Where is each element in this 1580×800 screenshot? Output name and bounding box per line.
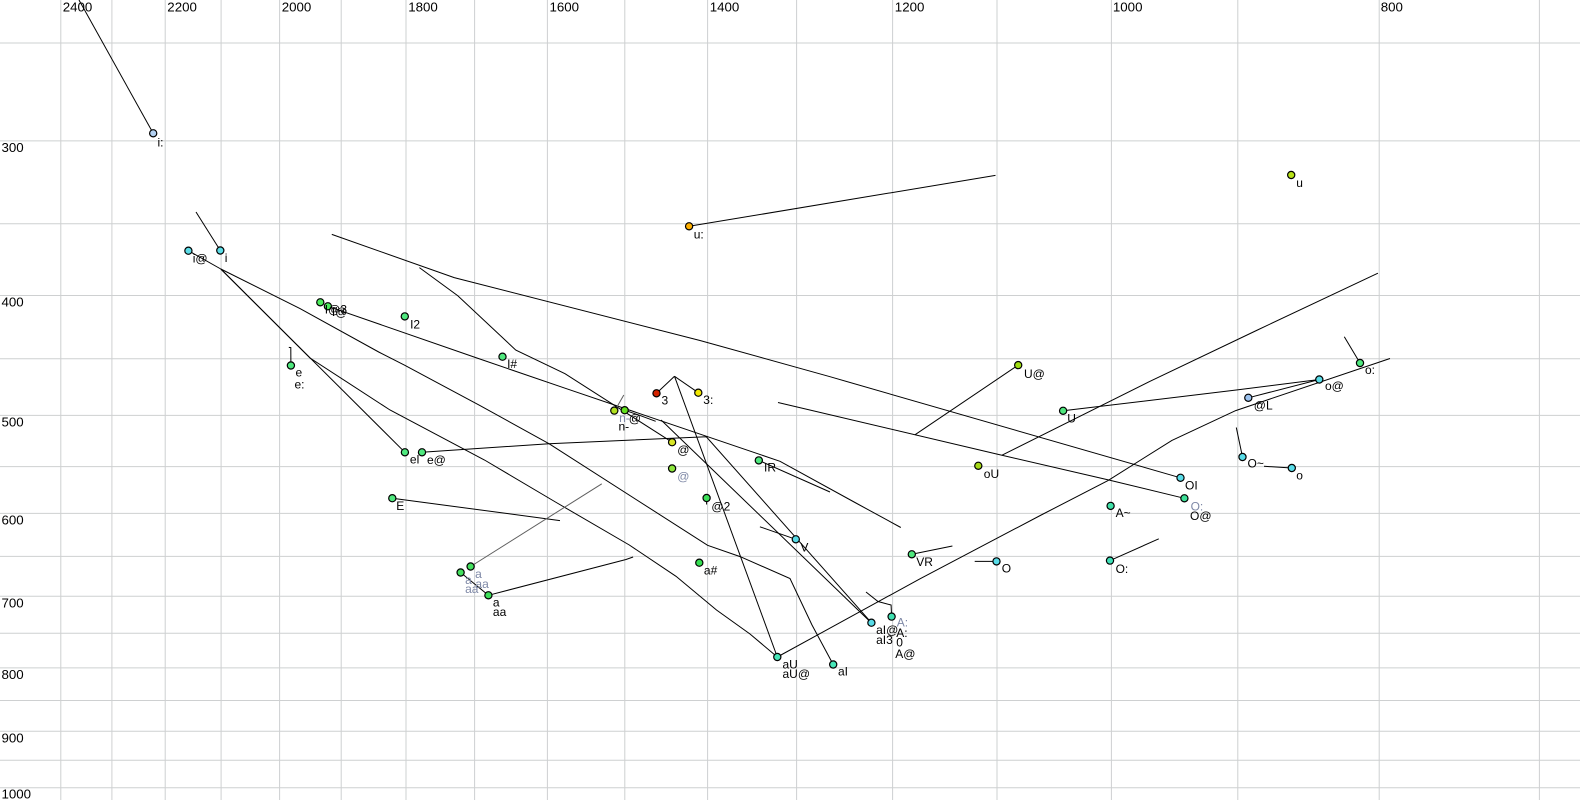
svg-text:O:: O: [1116, 562, 1129, 576]
svg-text:e@: e@ [427, 453, 446, 467]
svg-text:O@: O@ [1190, 509, 1212, 523]
svg-text:o:: o: [1365, 363, 1375, 377]
svg-text:@: @ [677, 469, 689, 483]
svg-text:n-: n- [619, 419, 630, 433]
svg-text:el: el [410, 453, 419, 467]
svg-text:u: u [1296, 176, 1303, 190]
svg-text:500: 500 [2, 415, 24, 430]
svg-text:0: 0 [896, 635, 903, 649]
svg-text:o@: o@ [1325, 379, 1344, 393]
svg-text:800: 800 [2, 667, 24, 682]
svg-text:700: 700 [2, 595, 24, 610]
svg-text:U: U [1067, 412, 1076, 426]
svg-text:OI: OI [1185, 478, 1198, 492]
svg-text:2400: 2400 [63, 0, 93, 15]
svg-text:U@: U@ [1024, 367, 1045, 381]
svg-text:1800: 1800 [408, 0, 438, 15]
svg-text:a#: a# [704, 564, 718, 578]
svg-text:O: O [1002, 561, 1011, 575]
svg-text:1000: 1000 [1113, 0, 1143, 15]
svg-text:O:: O: [1191, 500, 1204, 514]
svg-text:e: e [296, 366, 303, 380]
svg-text:V: V [800, 540, 808, 554]
svg-text:1400: 1400 [710, 0, 740, 15]
svg-text:e:: e: [295, 378, 305, 392]
svg-text:i@: i@ [193, 251, 208, 265]
svg-text:E: E [396, 499, 404, 513]
svg-text:oU: oU [984, 467, 999, 481]
svg-text:2200: 2200 [167, 0, 197, 15]
svg-text:900: 900 [2, 730, 24, 745]
svg-text:IR: IR [764, 460, 776, 474]
svg-text:I2: I2 [410, 317, 420, 331]
svg-text:a: a [475, 567, 482, 581]
svg-text:3:: 3: [703, 393, 713, 407]
svg-text:1600: 1600 [550, 0, 580, 15]
svg-text:1200: 1200 [895, 0, 925, 15]
svg-text:800: 800 [1381, 0, 1403, 15]
svg-text:600: 600 [2, 513, 24, 528]
svg-text:i: i [225, 251, 228, 265]
svg-text:VR: VR [916, 555, 933, 569]
svg-text:A@: A@ [895, 647, 915, 661]
svg-text:aa: aa [493, 605, 507, 619]
svg-text:aU@: aU@ [783, 667, 811, 681]
svg-text:u:: u: [694, 228, 704, 242]
svg-text:o: o [1296, 468, 1303, 482]
svg-text:aI@: aI@ [876, 623, 898, 637]
svg-text:I#: I# [507, 357, 517, 371]
svg-text:a: a [493, 596, 500, 610]
svg-text:@: @ [629, 412, 641, 426]
svg-text:400: 400 [2, 295, 24, 310]
svg-text:@L: @L [1254, 399, 1273, 413]
svg-text:aU: aU [783, 657, 798, 671]
svg-text:A:: A: [896, 626, 907, 640]
svg-text:n-: n- [619, 411, 630, 425]
svg-text:aa: aa [465, 582, 479, 596]
svg-text:I@: I@ [332, 305, 348, 319]
svg-text:@: @ [677, 443, 689, 457]
svg-text:1000: 1000 [2, 787, 32, 800]
svg-text:aI3: aI3 [876, 633, 893, 647]
svg-text:2000: 2000 [282, 0, 312, 15]
svg-text:i:: i: [158, 135, 164, 149]
svg-text:O~: O~ [1248, 456, 1264, 470]
svg-text:@2: @2 [711, 499, 730, 513]
svg-text:a: a [465, 573, 472, 587]
svg-text:A~: A~ [1116, 506, 1131, 520]
svg-text:aI: aI [838, 664, 848, 678]
svg-text:A:: A: [897, 615, 908, 629]
svg-text:aa: aa [475, 577, 489, 591]
svg-text:300: 300 [2, 140, 24, 155]
svg-text:3: 3 [662, 394, 669, 408]
svg-text:I@3: I@3 [325, 303, 348, 317]
